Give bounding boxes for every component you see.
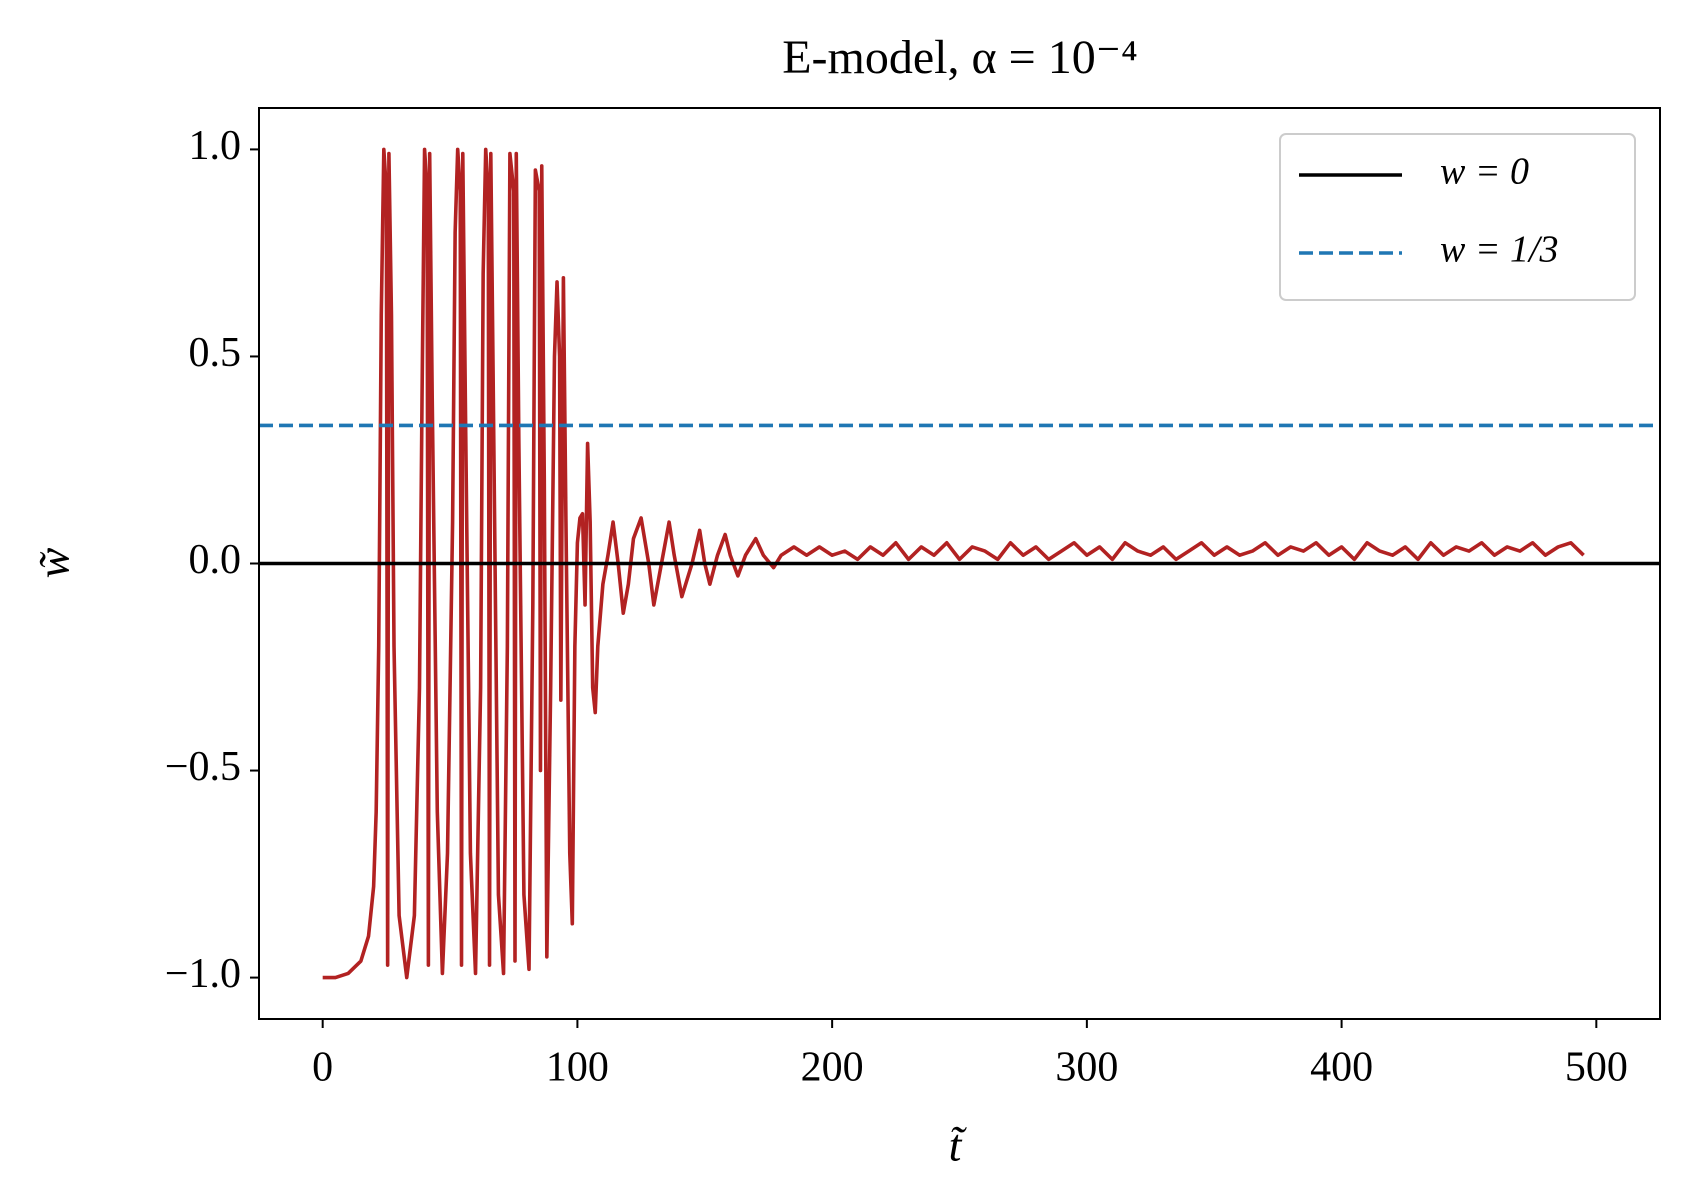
x-tick-label: 200 xyxy=(801,1045,864,1091)
x-axis-label: t̃ xyxy=(949,1120,968,1171)
y-tick-label: −1.0 xyxy=(165,951,241,997)
y-tick-label: 0.0 xyxy=(189,537,242,583)
x-tick-label: 500 xyxy=(1565,1045,1628,1091)
legend-label: w = 1/3 xyxy=(1440,229,1559,271)
y-tick-label: 0.5 xyxy=(189,330,242,376)
x-tick-label: 400 xyxy=(1310,1045,1373,1091)
chart-title: E-model, α = 10⁻⁴ xyxy=(782,31,1138,84)
x-tick-label: 100 xyxy=(546,1045,609,1091)
y-tick-label: 1.0 xyxy=(189,123,242,169)
legend-label: w = 0 xyxy=(1440,151,1529,193)
x-tick-label: 0 xyxy=(312,1045,333,1091)
y-tick-label: −0.5 xyxy=(165,744,241,790)
y-axis-label: w̃ xyxy=(28,547,79,578)
data-line xyxy=(322,147,1585,980)
x-tick-label: 300 xyxy=(1055,1045,1118,1091)
plot-frame xyxy=(258,107,1661,1020)
